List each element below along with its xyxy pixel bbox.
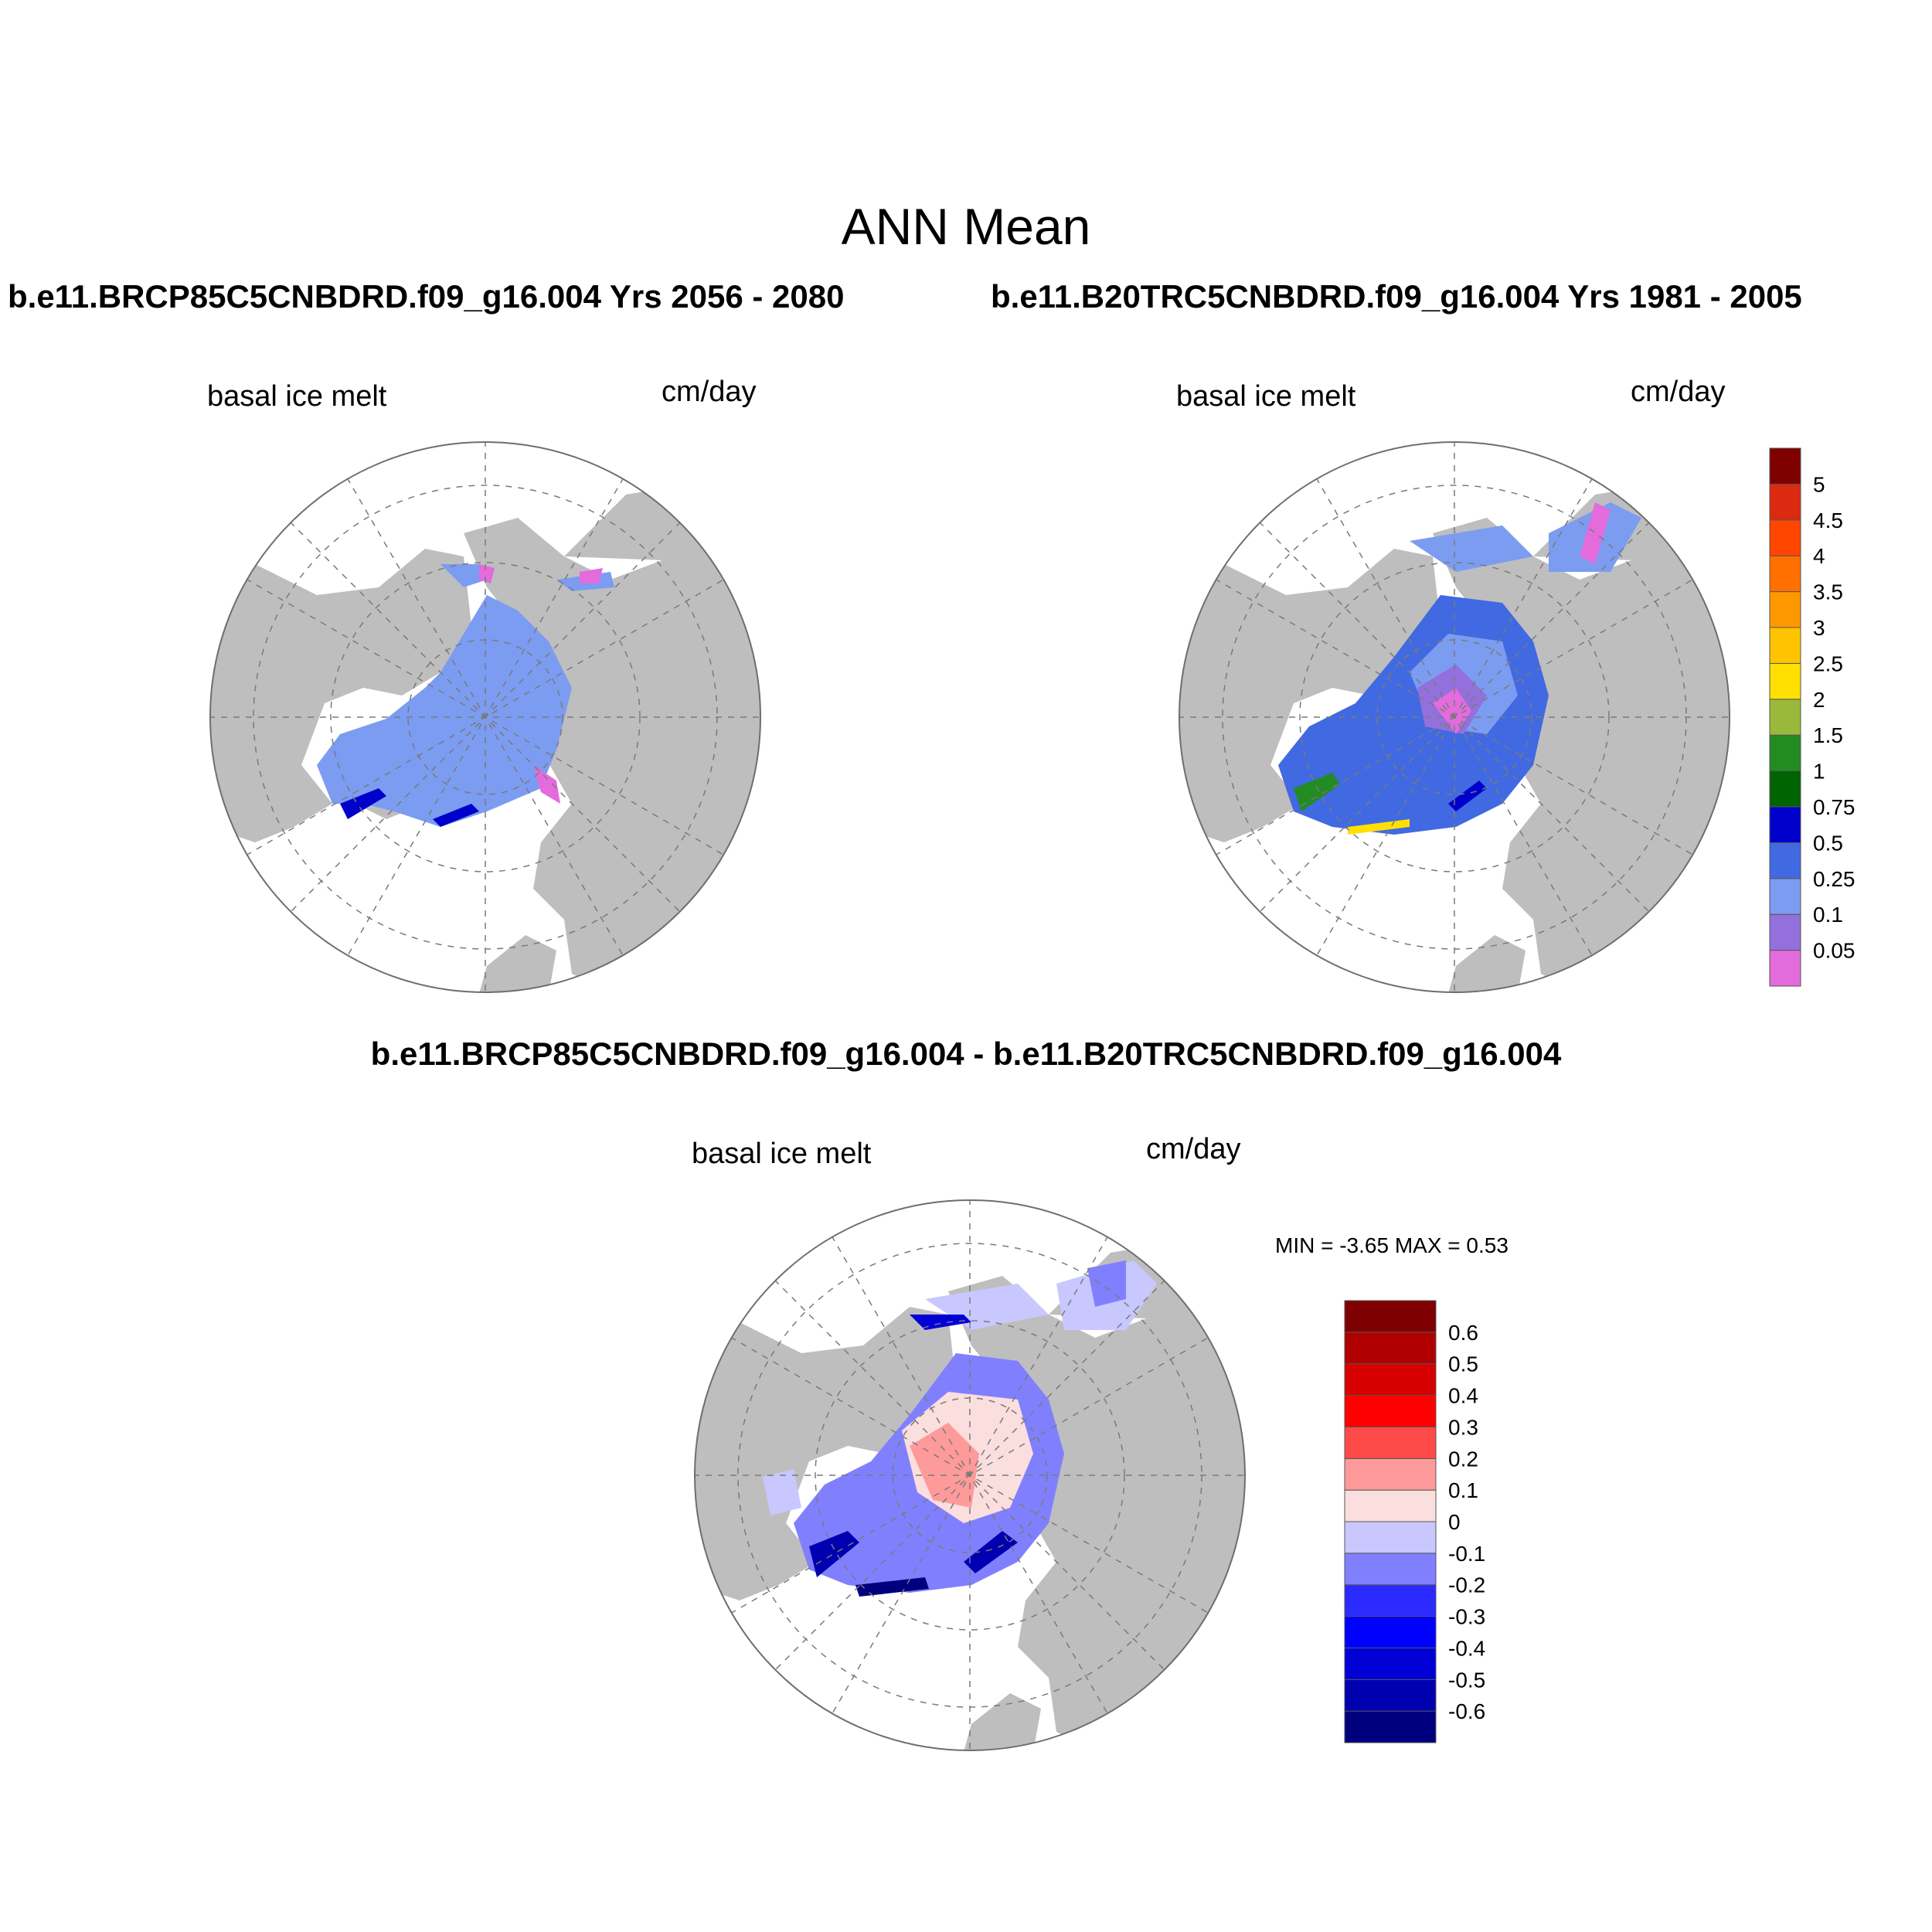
main-colorbar-swatch	[1769, 662, 1801, 700]
difference-colorbar-swatch	[1344, 1616, 1437, 1648]
panel-1-units-label: cm/day	[662, 376, 757, 408]
difference-colorbar-swatch	[1344, 1332, 1437, 1365]
main-colorbar-tick-label: 4	[1813, 544, 1825, 568]
difference-colorbar-swatch	[1344, 1489, 1437, 1522]
difference-colorbar-swatch	[1344, 1521, 1437, 1554]
graticule	[695, 1200, 1245, 1750]
graticule	[210, 442, 760, 992]
difference-colorbar-tick-label: -0.5	[1448, 1668, 1485, 1692]
panel-2-variable-label: basal ice melt	[1176, 380, 1356, 413]
difference-colorbar-swatch	[1344, 1584, 1437, 1617]
main-colorbar-swatch	[1769, 913, 1801, 951]
panel-2-case-title: b.e11.B20TRC5CNBDRD.f09_g16.004 Yrs 1981…	[991, 278, 1802, 315]
difference-colorbar-tick-label: -0.1	[1448, 1542, 1485, 1566]
difference-colorbar-tick-label: -0.4	[1448, 1636, 1485, 1660]
difference-colorbar-tick-label: -0.6	[1448, 1699, 1485, 1723]
main-colorbar-swatch	[1769, 555, 1801, 593]
main-colorbar-tick-label: 0.25	[1813, 867, 1855, 891]
high-melt-edges	[1294, 773, 1487, 835]
main-colorbar-tick-label: 4.5	[1813, 509, 1843, 532]
difference-colorbar-swatch	[1344, 1553, 1437, 1586]
panel-2-polar-map	[1179, 441, 1730, 993]
main-colorbar-tick-label: 2	[1813, 688, 1825, 712]
difference-colorbar-swatch	[1344, 1458, 1437, 1491]
difference-colorbar-tick-label: -0.3	[1448, 1605, 1485, 1629]
difference-colorbar-tick-label: 0.3	[1448, 1415, 1478, 1439]
main-colorbar-swatch	[1769, 806, 1801, 843]
graticule	[1179, 442, 1730, 992]
difference-colorbar-tick-label: 0.2	[1448, 1447, 1478, 1471]
difference-panel-title: b.e11.BRCP85C5CNBDRD.f09_g16.004 - b.e11…	[370, 1036, 1562, 1072]
difference-colorbar-tick-label: 0.5	[1448, 1352, 1478, 1376]
high-melt-edges	[340, 788, 479, 827]
main-colorbar-tick-label: 0.1	[1813, 903, 1843, 927]
main-colorbar-tick-label: 1	[1813, 760, 1825, 784]
difference-min-max: MIN = -3.65 MAX = 0.53	[1275, 1233, 1509, 1257]
figure-title: ANN Mean	[841, 198, 1091, 255]
main-colorbar-tick-label: 5	[1813, 472, 1825, 496]
sea-ice-melt-field	[1278, 502, 1641, 835]
main-colorbar-swatch	[1769, 842, 1801, 879]
main-colorbar: 0.05 0.1 0.25 0.5 0.75 1 1.5 2 2.5 3 3.5 4 4.5 5	[1769, 447, 1855, 987]
difference-colorbar-swatch	[1344, 1647, 1437, 1680]
difference-polar-map	[694, 1199, 1246, 1751]
difference-colorbar-tick-label: 0.1	[1448, 1478, 1478, 1502]
main-colorbar-swatch	[1769, 770, 1801, 808]
panel-3-variable-label: basal ice melt	[692, 1138, 872, 1170]
difference-colorbar-swatch	[1344, 1710, 1437, 1743]
main-colorbar-swatch	[1769, 627, 1801, 664]
main-colorbar-tick-label: 2.5	[1813, 651, 1843, 675]
main-colorbar-swatch	[1769, 519, 1801, 556]
panel-1-case-title: b.e11.BRCP85C5CNBDRD.f09_g16.004 Yrs 205…	[8, 278, 845, 315]
main-colorbar-swatch	[1769, 734, 1801, 772]
main-colorbar-swatch	[1769, 950, 1801, 987]
main-colorbar-swatch	[1769, 699, 1801, 736]
panel-2-units-label: cm/day	[1631, 376, 1726, 408]
main-colorbar-tick-label: 3.5	[1813, 580, 1843, 604]
difference-colorbar-swatch	[1344, 1679, 1437, 1712]
main-colorbar-swatch	[1769, 447, 1801, 485]
strong-negative-edges	[809, 1531, 1018, 1597]
main-colorbar-tick-label: 1.5	[1813, 723, 1843, 747]
main-colorbar-tick-label: 0.5	[1813, 831, 1843, 855]
main-colorbar-tick-label: 3	[1813, 616, 1825, 640]
difference-colorbar-tick-label: 0	[1448, 1510, 1461, 1534]
difference-colorbar-swatch	[1344, 1300, 1437, 1333]
main-colorbar-tick-label: 0.05	[1813, 939, 1855, 963]
main-colorbar-swatch	[1769, 591, 1801, 628]
panel-1-polar-map	[209, 441, 761, 993]
main-colorbar-swatch	[1769, 878, 1801, 915]
difference-colorbar-swatch	[1344, 1395, 1437, 1427]
panel-3-units-label: cm/day	[1146, 1133, 1241, 1165]
difference-colorbar-swatch	[1344, 1426, 1437, 1459]
difference-colorbar-swatch	[1344, 1363, 1437, 1396]
difference-colorbar: -0.6 -0.5 -0.4 -0.3 -0.2 -0.1 0 0.1 0.2 0.3 0.4 0.5…	[1344, 1300, 1485, 1743]
low-melt-edges	[479, 564, 603, 804]
difference-colorbar-tick-label: 0.6	[1448, 1321, 1478, 1345]
main-colorbar-swatch	[1769, 483, 1801, 521]
panel-1-variable-label: basal ice melt	[207, 380, 387, 413]
difference-colorbar-tick-label: -0.2	[1448, 1573, 1485, 1597]
main-colorbar-tick-label: 0.75	[1813, 795, 1855, 819]
difference-colorbar-tick-label: 0.4	[1448, 1384, 1478, 1408]
